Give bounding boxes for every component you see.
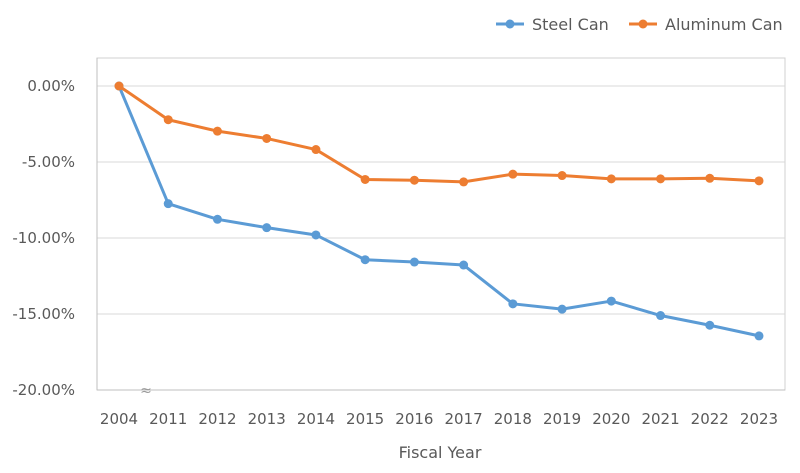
legend-marker [638, 19, 648, 29]
data-point [557, 171, 567, 181]
x-tick-label: 2020 [592, 410, 630, 428]
y-tick-label: -20.00% [12, 381, 75, 399]
legend-marker [505, 19, 515, 29]
data-point [754, 176, 764, 186]
data-point [409, 257, 419, 267]
x-tick-label: 2015 [346, 410, 384, 428]
data-point [557, 304, 567, 314]
x-tick-label: 2016 [395, 410, 433, 428]
data-point [508, 299, 518, 309]
data-point [508, 169, 518, 179]
x-axis-label: Fiscal Year [399, 443, 482, 462]
data-point [705, 173, 715, 183]
legend-label: Aluminum Can [665, 15, 783, 34]
x-tick-label: 2017 [445, 410, 483, 428]
series-aluminum-can [114, 81, 764, 187]
data-point [656, 311, 666, 321]
series-line [118, 84, 760, 184]
x-tick-label: 2011 [149, 410, 187, 428]
series-steel-can [114, 81, 764, 341]
data-point [163, 115, 173, 125]
data-point [459, 260, 469, 270]
data-point [262, 223, 272, 233]
y-tick-label: -15.00% [12, 305, 75, 323]
data-point [114, 81, 124, 91]
y-tick-label: 0.00% [27, 77, 75, 95]
legend-label: Steel Can [532, 15, 609, 34]
data-point [360, 255, 370, 265]
data-point [705, 320, 715, 330]
y-tick-label: -10.00% [12, 229, 75, 247]
x-tick-label: 2019 [543, 410, 581, 428]
data-point [409, 175, 419, 185]
x-tick-label: 2013 [248, 410, 286, 428]
series-line [117, 85, 760, 338]
data-point [311, 230, 321, 240]
axis-break-marker: ≈ [140, 383, 152, 399]
legend-item: Aluminum Can [629, 15, 783, 34]
legend-item: Steel Can [496, 15, 609, 34]
x-tick-label: 2022 [691, 410, 729, 428]
x-tick-label: 2012 [198, 410, 236, 428]
x-tick-label: 2023 [740, 410, 778, 428]
data-point [459, 177, 469, 187]
data-point [656, 174, 666, 184]
data-point [606, 174, 616, 184]
data-point [163, 199, 173, 209]
data-point [360, 174, 370, 184]
data-point [311, 145, 321, 155]
x-tick-label: 2018 [494, 410, 532, 428]
x-tick-label: 2014 [297, 410, 335, 428]
data-point [212, 126, 222, 136]
y-tick-label: -5.00% [22, 153, 75, 171]
x-tick-label: 2004 [100, 410, 138, 428]
data-point [606, 296, 616, 306]
data-point [754, 331, 764, 341]
data-point [212, 214, 222, 224]
data-point [262, 133, 272, 143]
plot-area-border [96, 57, 786, 391]
x-tick-label: 2021 [641, 410, 679, 428]
